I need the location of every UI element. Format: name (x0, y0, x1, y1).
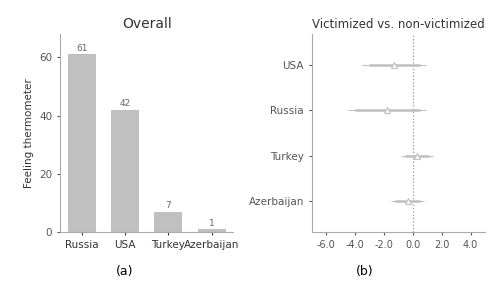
Title: Overall: Overall (122, 17, 172, 31)
Title: Victimized vs. non-victimized: Victimized vs. non-victimized (312, 18, 484, 31)
Text: 1: 1 (208, 219, 214, 228)
Bar (68, 54, 96, 232)
Bar (111, 110, 139, 232)
Bar (198, 229, 226, 232)
Text: 7: 7 (166, 201, 171, 210)
Text: (b): (b) (356, 265, 374, 278)
Text: 61: 61 (76, 44, 88, 53)
Y-axis label: Feeling thermometer: Feeling thermometer (24, 78, 34, 188)
Text: 42: 42 (120, 99, 131, 108)
Bar (154, 212, 182, 232)
Text: (a): (a) (116, 265, 134, 278)
